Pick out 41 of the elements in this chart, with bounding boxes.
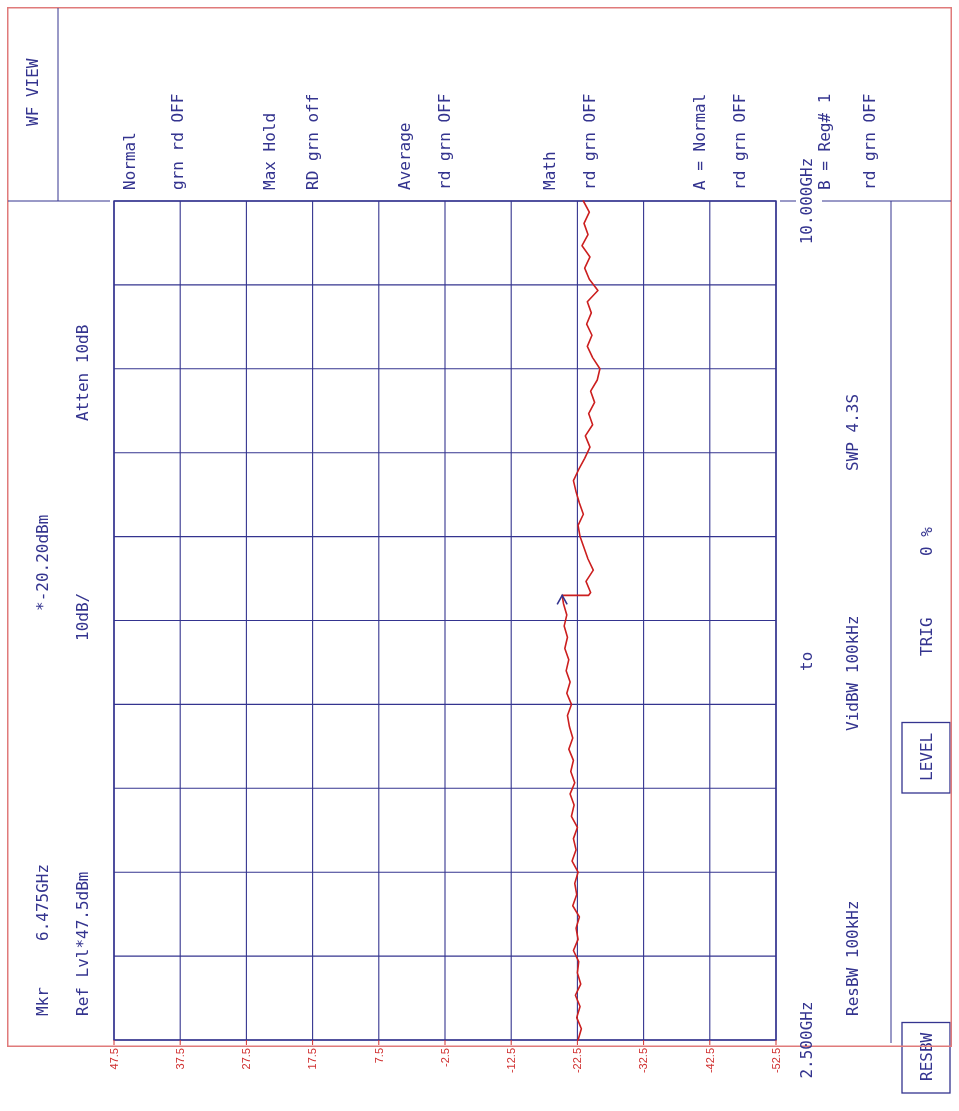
text: RD grn off	[303, 93, 322, 190]
text: 0 %	[917, 526, 936, 556]
x-tick-label: -32.5	[637, 1048, 650, 1074]
text: Atten 10dB	[73, 324, 92, 421]
text: RESBW	[917, 1032, 936, 1081]
x-tick-label: 17.5	[306, 1048, 319, 1070]
x-tick-label: -22.5	[571, 1048, 584, 1074]
text: Mkr	[33, 986, 52, 1016]
text: WF VIEW	[23, 58, 42, 126]
text: to	[797, 651, 816, 671]
x-tick-label: -2.5	[438, 1048, 451, 1067]
text: ResBW 100kHz	[843, 900, 862, 1016]
text: VidBW 100kHz	[843, 615, 862, 731]
y-tick-label: 10.000GHz	[796, 157, 816, 245]
y-tick-label: 2.500GHz	[796, 1001, 816, 1079]
text: Ref Lvl*47.5dBm	[73, 871, 92, 1016]
text: rd grn OFF	[435, 93, 454, 190]
text: LEVEL	[917, 732, 936, 781]
text: rd grn OFF	[860, 93, 879, 190]
text: Max Hold	[260, 112, 279, 190]
x-tick-label: -42.5	[703, 1048, 716, 1074]
text: A = Normal	[690, 93, 709, 190]
x-tick-label: -52.5	[769, 1048, 782, 1074]
x-tick-label: 37.5	[174, 1048, 187, 1070]
text: TRIG	[917, 617, 936, 656]
x-tick-label: 7.5	[372, 1048, 385, 1064]
text: 6.475GHz	[33, 863, 52, 941]
text: Average	[395, 122, 414, 190]
text: 10dB/	[73, 592, 92, 641]
text: rd grn OFF	[580, 93, 599, 190]
text: B = Reg# 1	[815, 93, 834, 190]
x-tick-label: 27.5	[240, 1048, 253, 1070]
x-tick-label: 47.5	[107, 1048, 120, 1070]
line-series	[561, 200, 601, 1041]
text: SWP 4.3S	[843, 393, 862, 471]
text: rd grn OFF	[730, 93, 749, 190]
text: Normal	[120, 132, 139, 190]
x-tick-label: -12.5	[505, 1048, 518, 1074]
text: grn rd OFF	[168, 93, 187, 190]
text: Math	[540, 151, 559, 190]
text: *-20.20dBm	[33, 514, 52, 611]
